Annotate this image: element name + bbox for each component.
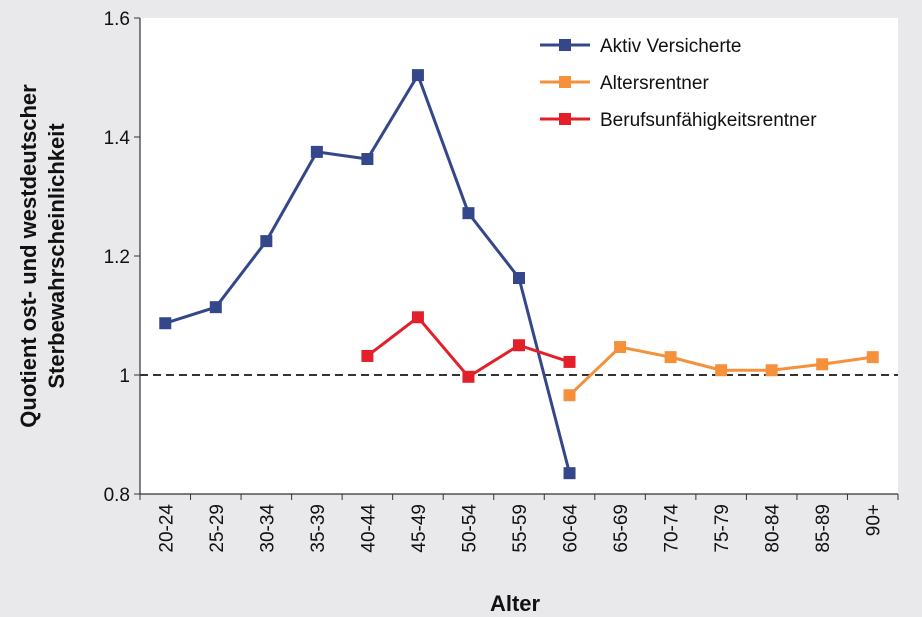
x-tick-group: 40-44 [358,504,379,553]
legend-label: Berufsunfähigkeitsrentner [600,110,817,131]
marker [260,235,273,248]
marker [765,364,778,377]
marker [664,351,677,364]
x-tick-group: 90+ [864,504,885,536]
x-tick-label: 90+ [864,504,885,536]
x-tick-label: 35-39 [308,504,329,553]
x-tick-group: 30-34 [257,504,278,553]
marker [411,69,424,82]
marker [563,467,576,480]
y-tick-label: 1 [119,366,130,387]
x-tick-group: 80-84 [763,504,784,553]
marker [563,355,576,368]
y-tick-label: 1.6 [104,9,130,30]
marker [513,272,525,285]
x-tick-group: 85-89 [813,504,834,553]
marker [563,389,576,402]
x-tick-group: 55-59 [510,504,531,553]
y-tick-label: 1.2 [104,247,130,268]
x-tick-group: 45-49 [409,504,430,553]
marker [159,317,172,330]
y-tick-label: 1.4 [104,128,131,149]
x-tick-group: 20-24 [156,504,177,553]
x-tick-label: 20-24 [156,504,177,553]
y-axis-label: Quotient ost- und westdeutscher [16,84,41,428]
marker [614,341,627,354]
legend-marker [559,113,571,125]
marker [816,358,829,371]
x-tick-group: 60-64 [561,504,582,553]
x-tick-label: 70-74 [662,504,683,553]
marker [361,349,374,362]
marker [411,311,424,324]
marker [513,339,525,352]
x-axis-label: Alter [490,591,541,616]
x-tick-label: 65-69 [611,504,632,553]
y-axis-label: Sterbewahrscheinlichkeit [44,123,69,389]
x-tick-label: 45-49 [409,504,430,553]
x-tick-label: 30-34 [257,504,278,553]
legend-label: Altersrentner [600,73,709,94]
x-tick-label: 25-29 [207,504,228,553]
x-tick-label: 55-59 [510,504,531,553]
x-tick-label: 50-54 [459,504,480,553]
x-tick-group: 65-69 [611,504,632,553]
x-tick-group: 35-39 [308,504,329,553]
marker [209,301,222,314]
legend-marker [559,39,571,51]
legend-label: Aktiv Versicherte [600,36,742,57]
x-tick-label: 75-79 [712,504,733,553]
x-tick-label: 80-84 [763,504,784,553]
x-tick-label: 40-44 [358,504,379,553]
marker [361,153,374,166]
marker [715,364,728,377]
marker [462,370,475,383]
marker [310,145,323,158]
x-tick-group: 50-54 [459,504,480,553]
x-tick-label: 85-89 [813,504,834,553]
x-tick-group: 70-74 [662,504,683,553]
marker [462,207,475,220]
legend-marker [559,76,571,88]
plot-area [140,18,898,494]
y-tick-label: 0.8 [104,485,130,506]
x-tick-group: 25-29 [207,504,228,553]
x-tick-group: 75-79 [712,504,733,553]
x-tick-label: 60-64 [561,504,582,553]
marker [866,351,879,364]
